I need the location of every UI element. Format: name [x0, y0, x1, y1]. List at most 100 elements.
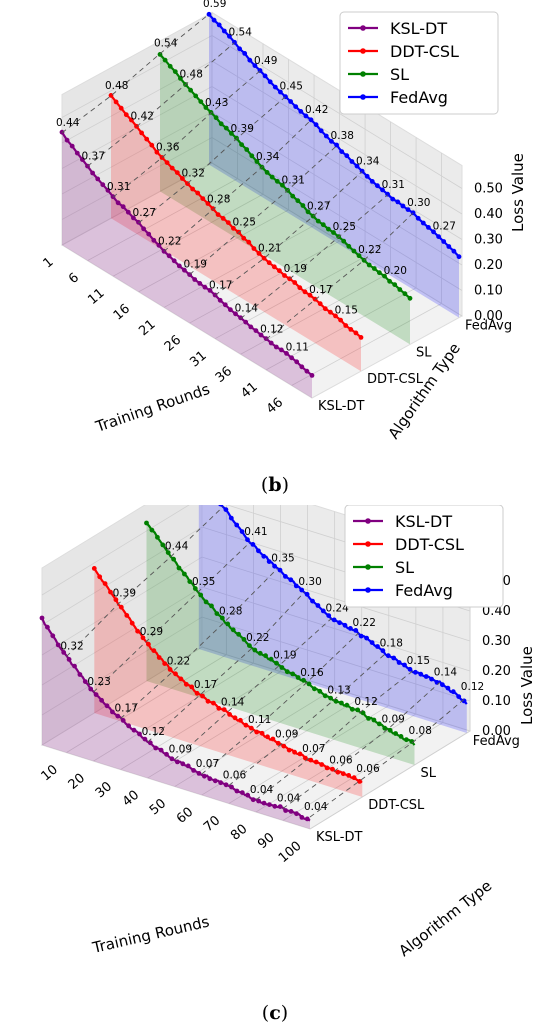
legend-marker-DDT-CSL	[360, 48, 366, 54]
series-point-KSL-DT	[197, 281, 203, 286]
series-point-SL	[376, 721, 382, 727]
series-point-SL	[404, 737, 409, 743]
legend: KSL-DT DDT-CSL SL FedAvg	[344, 505, 504, 608]
legend-label-KSL-DT: KSL-DT	[390, 19, 447, 38]
series-point-KSL-DT	[245, 792, 251, 798]
series-point-DDT-CSL	[275, 740, 281, 746]
series-point-FedAvg	[313, 122, 319, 128]
data-label-FedAvg: 0.41	[244, 526, 267, 538]
data-label-KSL-DT: 0.27	[133, 207, 156, 219]
series-point-DDT-CSL	[129, 117, 134, 123]
data-labels: 0.440.370.310.270.220.190.170.140.120.48…	[56, 0, 456, 353]
series-point-DDT-CSL	[221, 707, 227, 712]
series-point-SL	[263, 653, 268, 659]
series-point-DDT-CSL	[231, 225, 236, 231]
series-point-SL	[360, 710, 366, 716]
series-point-FedAvg	[247, 57, 253, 63]
data-label-FedAvg: 0.59	[203, 0, 226, 10]
series-point-KSL-DT	[243, 319, 249, 325]
series-point-DDT-CSL	[340, 771, 346, 777]
series-point-KSL-DT	[238, 315, 244, 321]
series-point-FedAvg	[431, 229, 436, 235]
series-point-SL	[284, 669, 290, 675]
series-point-KSL-DT	[115, 713, 121, 719]
data-label-DDT-CSL: 0.11	[248, 714, 271, 726]
series-point-KSL-DT	[217, 297, 223, 303]
connector-line	[66, 506, 224, 657]
grid-z-line	[41, 586, 471, 686]
series-point-DDT-CSL	[139, 130, 145, 136]
series-point-DDT-CSL	[124, 613, 130, 618]
series-point-FedAvg	[261, 553, 267, 559]
series-point-SL	[218, 121, 224, 127]
series-point-SL	[320, 222, 326, 228]
data-label-FedAvg: 0.22	[353, 617, 376, 629]
series-point-SL	[317, 688, 323, 694]
x-tick-label: 36	[213, 364, 235, 386]
z-tick-label: 0.00	[474, 309, 503, 324]
x-tick-label: 100	[276, 839, 305, 866]
data-label-DDT-CSL: 0.28	[207, 193, 230, 205]
series-point-FedAvg	[239, 529, 245, 534]
series-point-KSL-DT	[207, 288, 213, 293]
series-point-FedAvg	[385, 653, 391, 659]
series-point-FedAvg	[228, 515, 234, 521]
data-label-SL: 0.09	[381, 713, 404, 725]
grid-z-line	[61, 86, 463, 240]
series-point-FedAvg	[304, 591, 310, 597]
series-point-KSL-DT	[202, 773, 207, 779]
series-point-SL	[252, 647, 258, 653]
series-point-SL	[344, 702, 350, 708]
data-label-DDT-CSL: 0.29	[140, 626, 163, 638]
series-point-KSL-DT	[110, 709, 115, 715]
series-point-FedAvg	[227, 33, 232, 39]
series-point-KSL-DT	[95, 176, 101, 182]
connector-line	[282, 682, 441, 809]
connector-line	[255, 670, 413, 801]
series-point-SL	[295, 675, 301, 680]
data-label-KSL-DT: 0.17	[209, 279, 232, 291]
data-label-SL: 0.22	[246, 632, 269, 644]
series-point-KSL-DT	[147, 740, 153, 746]
series-point-DDT-CSL	[178, 676, 184, 682]
series-point-DDT-CSL	[135, 628, 141, 634]
grid-z-line	[61, 137, 463, 291]
series-point-FedAvg	[250, 542, 256, 547]
series-point-FedAvg	[221, 28, 227, 34]
series-point-DDT-CSL	[102, 581, 108, 586]
x-tick-label: 11	[85, 286, 107, 308]
data-label-DDT-CSL: 0.06	[329, 755, 353, 767]
series-point-FedAvg	[211, 17, 217, 23]
series-point-DDT-CSL	[238, 717, 243, 723]
series-point-FedAvg	[267, 79, 273, 85]
series-point-FedAvg	[349, 159, 355, 164]
series-point-DDT-CSL	[180, 176, 185, 181]
x-tick-label: 16	[111, 301, 133, 323]
series-point-FedAvg	[358, 633, 364, 639]
series-point-DDT-CSL	[248, 725, 254, 731]
chart-panel-b: 0.44 0.37 0.31 0.27 0.22 0.19 0.17 0.14 0.12 0.48…	[0, 0, 550, 480]
connector-line	[228, 653, 386, 786]
data-label-SL: 0.54	[154, 38, 178, 50]
series-point-DDT-CSL	[292, 280, 298, 285]
series-point-FedAvg	[293, 104, 299, 109]
series-point-FedAvg	[266, 559, 272, 564]
series-point-SL	[377, 270, 382, 276]
connector-line	[61, 13, 210, 134]
series-KSL-DT	[59, 129, 315, 398]
series-point-SL	[193, 93, 199, 99]
data-label-DDT-CSL: 0.32	[182, 167, 205, 179]
data-label-DDT-CSL: 0.14	[221, 697, 245, 709]
series-point-DDT-CSL	[307, 292, 313, 298]
series-point-KSL-DT	[99, 697, 104, 703]
series-point-DDT-CSL	[146, 641, 151, 647]
series-point-DDT-CSL	[151, 648, 157, 653]
series-point-SL	[397, 287, 403, 292]
series-point-KSL-DT	[131, 727, 137, 733]
series-point-FedAvg	[288, 577, 294, 583]
series-point-KSL-DT	[229, 784, 234, 790]
series-point-DDT-CSL	[149, 142, 155, 148]
series-point-FedAvg	[337, 620, 342, 626]
series-point-KSL-DT	[250, 797, 256, 803]
